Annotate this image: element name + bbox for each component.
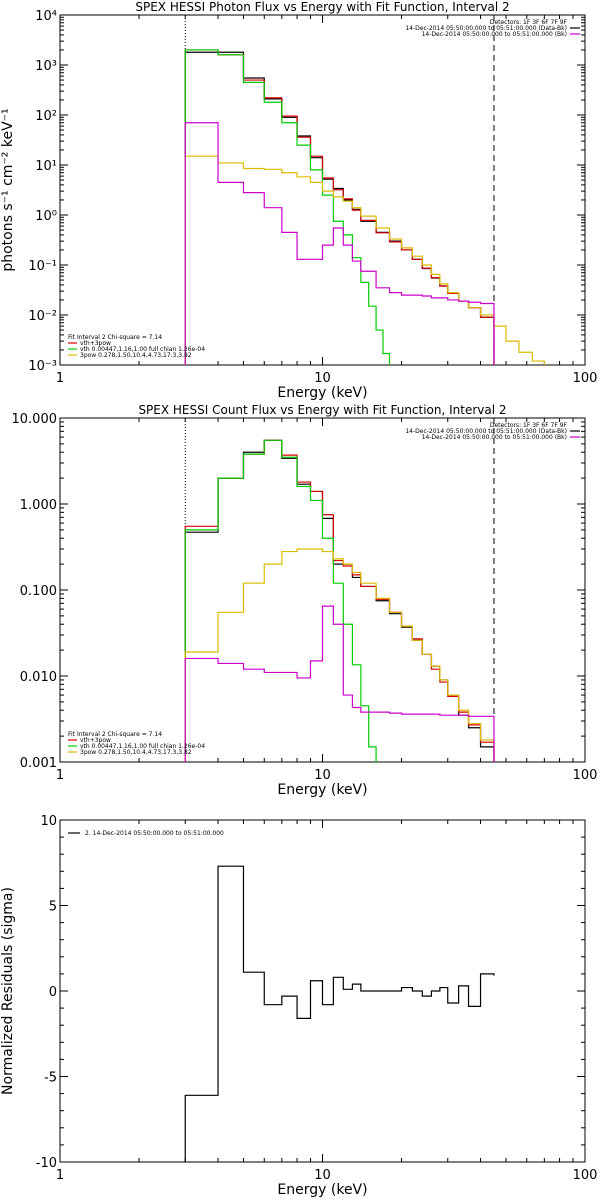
y-tick-label: 10⁴: [35, 9, 57, 24]
x-axis-label: Energy (keV): [277, 1182, 367, 1198]
legend-text: vth 0.00447,1.16,1.00 full chian 1.26e-0…: [80, 346, 205, 353]
header-text: 14-Dec-2014 05:50:00.000 to 05:51:00.000…: [422, 31, 567, 38]
x-tick-label: 1: [56, 1168, 64, 1183]
x-axis-label: Energy (keV): [277, 385, 367, 401]
series-step-line: [184, 865, 495, 1162]
series-step-line: [184, 439, 495, 762]
series-step-line: [184, 49, 495, 365]
legend-text: 2. 14-Dec-2014 05:50:00.000 to 05:51:00.…: [85, 830, 224, 837]
legend-text: Fit Interval 2 Chi-square = 7.14: [68, 334, 162, 341]
y-tick-label: 1.000: [20, 498, 57, 513]
header-text: Detectors: 1F 3F 6F 7F 9F: [490, 19, 568, 26]
y-tick-label: 10⁰: [35, 209, 57, 224]
y-tick-label: 0: [49, 985, 57, 1000]
y-tick-label: 0.100: [20, 584, 57, 599]
y-axis-label: Normalized Residuals (sigma): [0, 887, 16, 1095]
y-tick-label: 10¹: [35, 159, 57, 174]
y-tick-label: -5: [44, 1071, 57, 1086]
header-text: Detectors: 1F 3F 6F 7F 9F: [490, 422, 568, 429]
x-tick-label: 10: [314, 371, 331, 386]
x-tick-label: 100: [573, 1168, 598, 1183]
series-step-line: [184, 439, 377, 762]
header-text: 14-Dec-2014 05:50:00.000 to 05:51:00.000…: [422, 434, 567, 441]
y-tick-label: -10: [36, 1156, 57, 1171]
y-tick-label: 0.001: [20, 756, 57, 771]
header-text: 14-Dec-2014 05:50:00.000 to 05:51:00.000…: [405, 25, 567, 32]
y-tick-label: 10³: [35, 59, 57, 74]
x-tick-label: 100: [573, 371, 598, 386]
series-step-line: [184, 548, 495, 762]
y-tick-label: 5: [49, 900, 57, 915]
series-step-line: [184, 155, 545, 365]
legend-text: vth+3pow: [80, 737, 111, 744]
y-tick-label: 10⁻²: [28, 309, 57, 324]
legend-text: Fit Interval 2 Chi-square = 7.14: [68, 731, 162, 738]
count-flux-panel: 1 10 100 0.001 0.010 0.100 1.000 10.000 SPEX HES…: [12, 403, 598, 798]
header-text: 14-Dec-2014 05:50:00.000 to 05:51:00.000…: [405, 428, 567, 435]
x-tick-label: 10: [314, 1168, 331, 1183]
series-step-line: [184, 49, 391, 365]
y-tick-label: 10⁻¹: [28, 259, 57, 274]
x-tick-label: 1: [56, 371, 64, 386]
plot-frame: [59, 417, 586, 763]
y-tick-label: 10²: [35, 109, 57, 124]
series-step-line: [184, 605, 495, 762]
x-tick-label: 100: [573, 768, 598, 783]
y-tick-label: 10⁻³: [28, 359, 57, 374]
legend-text: 3pow 0.278,1.50,10.4,4.73,17.3,3.82: [80, 749, 192, 756]
chart-title: SPEX HESSI Count Flux vs Energy with Fit…: [138, 403, 506, 417]
y-tick-label: 0.010: [20, 670, 57, 685]
legend-text: 3pow 0.278,1.50,10.4,4.73,17.3,3.82: [80, 352, 192, 359]
x-axis-label: Energy (keV): [277, 782, 367, 798]
x-tick-label: 1: [56, 768, 64, 783]
legend-text: vth+3pow: [80, 340, 111, 347]
y-tick-label: 10.000: [12, 412, 58, 427]
x-tick-label: 10: [314, 768, 331, 783]
y-tick-label: 10: [40, 814, 57, 829]
series-step-line: [184, 122, 495, 365]
series-step-line: [184, 51, 495, 365]
series-step-line: [184, 439, 495, 762]
y-axis-label: photons s⁻¹ cm⁻² keV⁻¹: [0, 108, 16, 271]
legend-text: vth 0.00447,1.16,1.00 full chian 1.26e-0…: [80, 743, 205, 750]
chart-title: SPEX HESSI Photon Flux vs Energy with Fi…: [135, 0, 509, 14]
photon-flux-panel: 1 10 100 10⁻³ 10⁻² 10⁻¹ 10⁰ 10¹ 10² 10³ 10⁴ SPEX HE…: [0, 0, 597, 401]
